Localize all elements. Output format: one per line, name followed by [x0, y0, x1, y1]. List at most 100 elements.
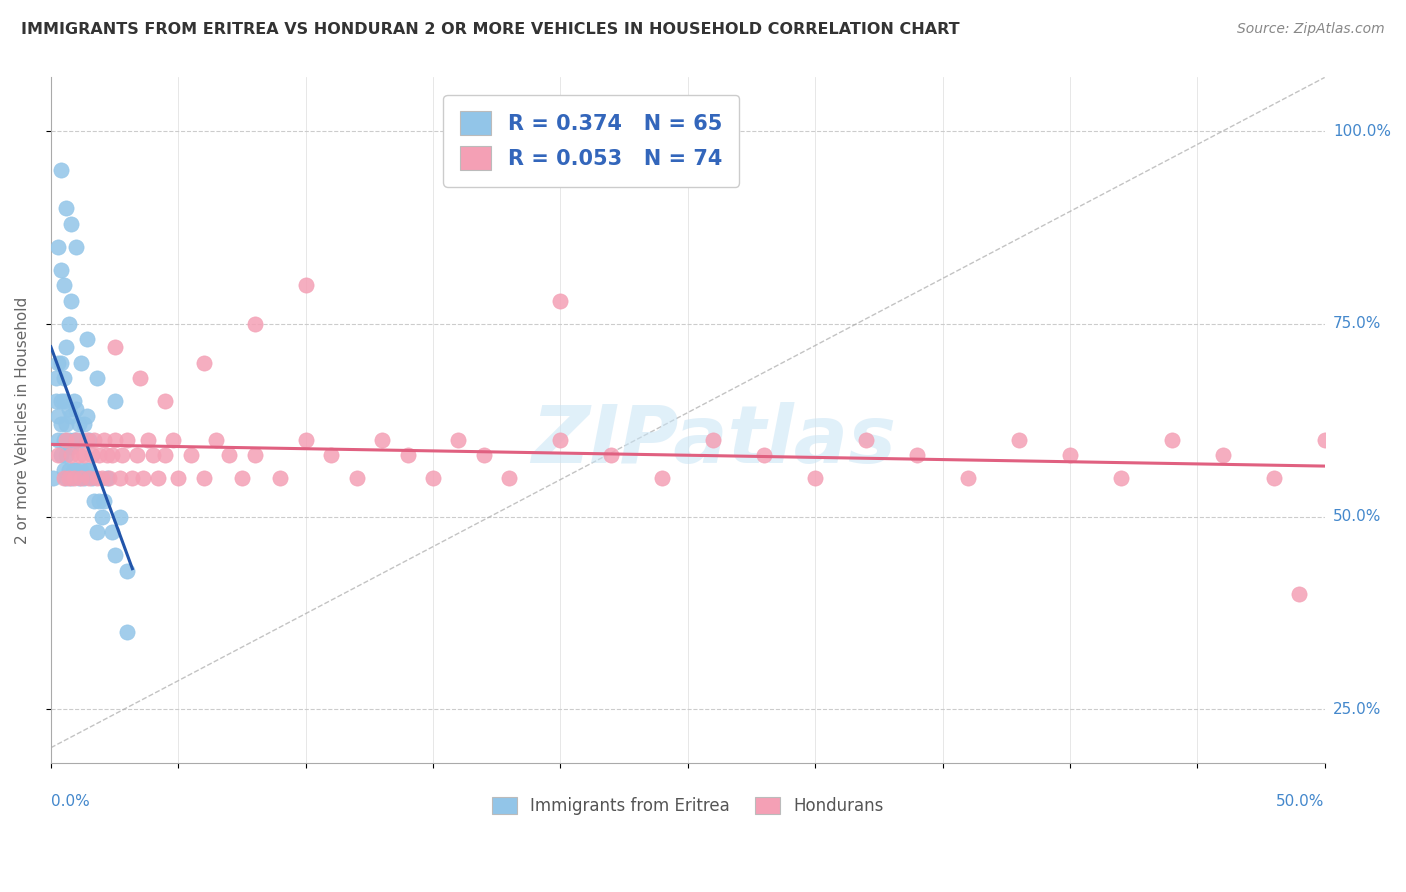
Point — [956, 471, 979, 485]
Point — [52, 278, 75, 293]
Point — [121, 471, 143, 485]
Point — [905, 448, 928, 462]
Point — [93, 494, 115, 508]
Point — [103, 433, 125, 447]
Y-axis label: 2 or more Vehicles in Household: 2 or more Vehicles in Household — [15, 297, 30, 544]
Point — [58, 471, 80, 485]
Point — [193, 471, 215, 485]
Point — [45, 394, 67, 409]
Point — [243, 448, 266, 462]
Point — [146, 471, 169, 485]
Point — [89, 494, 111, 508]
Point — [93, 433, 115, 447]
Point — [167, 471, 190, 485]
Point — [702, 433, 724, 447]
Point — [42, 471, 65, 485]
Point — [231, 471, 253, 485]
Point — [52, 463, 75, 477]
Point — [67, 417, 90, 431]
Point — [89, 448, 111, 462]
Text: 0.0%: 0.0% — [51, 794, 90, 809]
Point — [60, 440, 83, 454]
Legend: Immigrants from Eritrea, Hondurans: Immigrants from Eritrea, Hondurans — [484, 789, 891, 823]
Point — [155, 394, 177, 409]
Point — [65, 433, 87, 447]
Point — [1008, 433, 1031, 447]
Point — [129, 371, 152, 385]
Point — [62, 463, 84, 477]
Point — [70, 355, 93, 369]
Point — [1313, 433, 1336, 447]
Point — [60, 409, 83, 424]
Point — [49, 355, 72, 369]
Point — [1288, 587, 1310, 601]
Point — [86, 371, 108, 385]
Text: ZIPatlas: ZIPatlas — [530, 402, 896, 480]
Point — [48, 240, 70, 254]
Point — [96, 448, 118, 462]
Point — [1212, 448, 1234, 462]
Point — [49, 448, 72, 462]
Point — [371, 433, 394, 447]
Point — [101, 524, 124, 539]
Point — [117, 625, 139, 640]
Point — [855, 433, 877, 447]
Point — [1263, 471, 1285, 485]
Point — [65, 401, 87, 416]
Point — [49, 162, 72, 177]
Text: 25.0%: 25.0% — [1333, 702, 1381, 716]
Point — [346, 471, 368, 485]
Point — [472, 448, 495, 462]
Point — [58, 433, 80, 447]
Point — [62, 433, 84, 447]
Point — [243, 317, 266, 331]
Point — [49, 263, 72, 277]
Point — [48, 448, 70, 462]
Point — [550, 433, 572, 447]
Point — [319, 448, 342, 462]
Point — [101, 448, 124, 462]
Point — [62, 471, 84, 485]
Point — [73, 471, 96, 485]
Point — [269, 471, 291, 485]
Point — [70, 433, 93, 447]
Point — [52, 471, 75, 485]
Point — [396, 448, 419, 462]
Point — [127, 448, 149, 462]
Point — [86, 524, 108, 539]
Point — [52, 394, 75, 409]
Point — [55, 202, 77, 216]
Point — [55, 433, 77, 447]
Point — [422, 471, 444, 485]
Point — [80, 471, 103, 485]
Point — [83, 433, 105, 447]
Point — [58, 401, 80, 416]
Point — [65, 463, 87, 477]
Point — [67, 471, 90, 485]
Point — [48, 433, 70, 447]
Point — [73, 448, 96, 462]
Point — [52, 433, 75, 447]
Point — [193, 355, 215, 369]
Point — [155, 448, 177, 462]
Point — [142, 448, 165, 462]
Point — [60, 293, 83, 308]
Point — [90, 509, 112, 524]
Point — [754, 448, 776, 462]
Point — [550, 293, 572, 308]
Point — [55, 448, 77, 462]
Point — [103, 340, 125, 354]
Point — [498, 471, 520, 485]
Point — [65, 433, 87, 447]
Point — [55, 471, 77, 485]
Point — [108, 509, 131, 524]
Point — [52, 371, 75, 385]
Point — [98, 471, 121, 485]
Point — [48, 409, 70, 424]
Point — [49, 417, 72, 431]
Point — [218, 448, 240, 462]
Point — [73, 417, 96, 431]
Point — [76, 433, 98, 447]
Point — [131, 471, 153, 485]
Point — [651, 471, 673, 485]
